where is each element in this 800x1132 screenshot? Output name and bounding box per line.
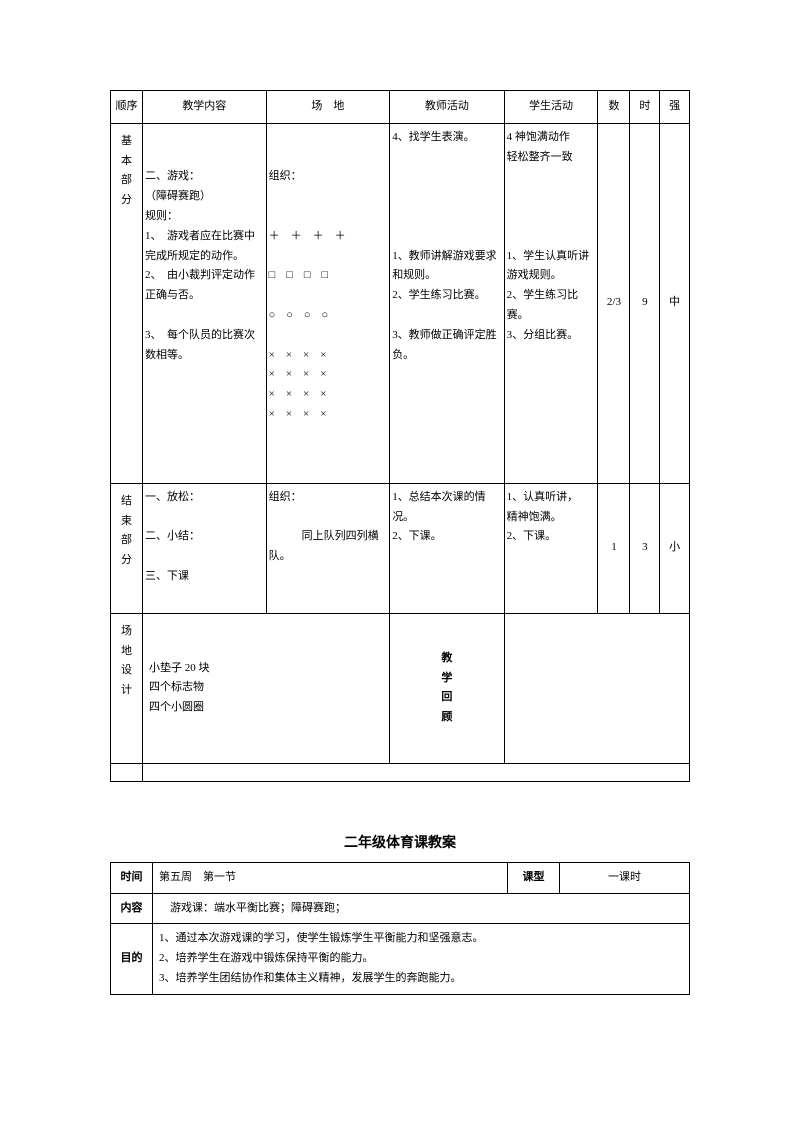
design-label-cell: 场地设计 bbox=[111, 613, 143, 763]
table-header-row: 顺序 教学内容 场 地 教师活动 学生活动 数 时 强 bbox=[111, 91, 690, 124]
lesson-time-row: 时间 第五周 第一节 课型 一课时 bbox=[111, 862, 690, 893]
content-value: 游戏课：端水平衡比赛；障碍赛跑； bbox=[153, 893, 690, 924]
end-intensity-cell: 小 bbox=[660, 483, 690, 613]
content-label: 内容 bbox=[111, 893, 153, 924]
blank-cell bbox=[111, 763, 143, 781]
blank-cell-wide bbox=[143, 763, 690, 781]
basic-student-cell: 4 神饱满动作轻松整齐一致1、学生认真听讲游戏规则。2、学生练习比赛。3、分组比… bbox=[504, 123, 598, 483]
time-value: 第五周 第一节 bbox=[153, 862, 508, 893]
lesson-info-table: 时间 第五周 第一节 课型 一课时 内容 游戏课：端水平衡比赛；障碍赛跑； 目的… bbox=[110, 862, 690, 995]
header-student: 学生活动 bbox=[504, 91, 598, 124]
type-label: 课型 bbox=[508, 862, 560, 893]
basic-seq-cell: 基本部分 bbox=[111, 123, 143, 483]
end-content-cell: 一、放松：二、小结：三、下课 bbox=[143, 483, 267, 613]
header-time: 时 bbox=[630, 91, 660, 124]
end-seq-cell: 结束部分 bbox=[111, 483, 143, 613]
lesson-purpose-row: 目的 1、通过本次游戏课的学习，使学生锻炼学生平衡能力和坚强意志。2、培养学生在… bbox=[111, 924, 690, 994]
end-section-row: 结束部分 一、放松：二、小结：三、下课 组织： 同上队列四列横队。 1、总结本次… bbox=[111, 483, 690, 613]
review-label-cell: 教学回顾 bbox=[390, 613, 504, 763]
blank-row bbox=[111, 763, 690, 781]
basic-intensity-cell: 中 bbox=[660, 123, 690, 483]
header-intensity: 强 bbox=[660, 91, 690, 124]
lesson-title: 二年级体育课教案 bbox=[110, 832, 690, 852]
design-row: 场地设计 小垫子 20 块四个标志物四个小圆圈 教学回顾 bbox=[111, 613, 690, 763]
end-student-cell: 1、认真听讲，精神饱满。2、下课。 bbox=[504, 483, 598, 613]
end-field-cell: 组织： 同上队列四列横队。 bbox=[266, 483, 390, 613]
basic-num-cell: 2/3 bbox=[598, 123, 630, 483]
header-content: 教学内容 bbox=[143, 91, 267, 124]
basic-section-row: 基本部分 二、游戏：（障碍赛跑）规则：1、 游戏者应在比赛中完成所规定的动作。2… bbox=[111, 123, 690, 483]
basic-teacher-cell: 4、找学生表演。1、教师讲解游戏要求和规则。2、学生练习比赛。3、教师做正确评定… bbox=[390, 123, 504, 483]
end-teacher-cell: 1、总结本次课的情况。2、下课。 bbox=[390, 483, 504, 613]
header-teacher: 教师活动 bbox=[390, 91, 504, 124]
review-content-cell bbox=[504, 613, 689, 763]
type-value: 一课时 bbox=[560, 862, 690, 893]
time-label: 时间 bbox=[111, 862, 153, 893]
design-content-cell: 小垫子 20 块四个标志物四个小圆圈 bbox=[143, 613, 390, 763]
basic-content-cell: 二、游戏：（障碍赛跑）规则：1、 游戏者应在比赛中完成所规定的动作。2、 由小裁… bbox=[143, 123, 267, 483]
header-seq: 顺序 bbox=[111, 91, 143, 124]
lesson-plan-table: 顺序 教学内容 场 地 教师活动 学生活动 数 时 强 基本部分 二、游戏：（障… bbox=[110, 90, 690, 782]
header-field: 场 地 bbox=[266, 91, 390, 124]
end-num-cell: 1 bbox=[598, 483, 630, 613]
lesson-content-row: 内容 游戏课：端水平衡比赛；障碍赛跑； bbox=[111, 893, 690, 924]
purpose-value: 1、通过本次游戏课的学习，使学生锻炼学生平衡能力和坚强意志。2、培养学生在游戏中… bbox=[153, 924, 690, 994]
header-num: 数 bbox=[598, 91, 630, 124]
end-time-cell: 3 bbox=[630, 483, 660, 613]
basic-field-cell: 组织：＋ ＋ ＋ ＋□ □ □ □○ ○ ○ ○× × × ×× × × ×× … bbox=[266, 123, 390, 483]
purpose-label: 目的 bbox=[111, 924, 153, 994]
basic-time-cell: 9 bbox=[630, 123, 660, 483]
